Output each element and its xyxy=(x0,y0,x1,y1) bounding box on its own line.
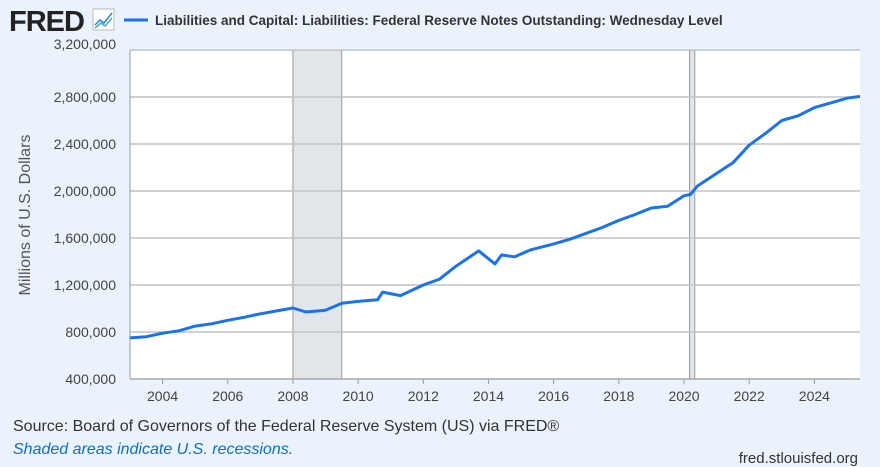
y-tick-label: 3,200,000 xyxy=(54,36,116,52)
x-tick-label: 2018 xyxy=(603,388,634,404)
y-tick-label: 1,200,000 xyxy=(54,277,116,293)
logo-text: FRED xyxy=(9,6,85,38)
x-tick-label: 2024 xyxy=(799,388,830,404)
recession-note: Shaded areas indicate U.S. recessions. xyxy=(13,441,294,458)
y-tick-label: 800,000 xyxy=(65,324,116,340)
logo-chart-icon xyxy=(92,8,115,31)
y-tick-label: 2,800,000 xyxy=(54,89,116,105)
x-tick-label: 2006 xyxy=(212,388,243,404)
x-tick-label: 2020 xyxy=(668,388,699,404)
recession-band xyxy=(292,50,342,379)
y-tick-label: 400,000 xyxy=(65,371,116,387)
series-line xyxy=(129,94,861,340)
x-tick-label: 2010 xyxy=(343,388,374,404)
site-link[interactable]: fred.stlouisfed.org xyxy=(738,450,858,467)
recession-band xyxy=(689,50,695,379)
x-tick-label: 2014 xyxy=(473,388,504,404)
y-tick-label: 2,000,000 xyxy=(54,183,116,199)
x-tick-label: 2008 xyxy=(277,388,308,404)
y-tick-label: 2,400,000 xyxy=(54,136,116,152)
y-tick-label: 1,600,000 xyxy=(54,230,116,246)
x-tick-label: 2012 xyxy=(408,388,439,404)
x-tick-label: 2022 xyxy=(734,388,765,404)
legend-label: Liabilities and Capital: Liabilities: Fe… xyxy=(155,13,723,28)
y-axis-label: Millions of U.S. Dollars xyxy=(17,135,34,296)
x-tick-label: 2016 xyxy=(538,388,569,404)
plot-area xyxy=(130,50,860,379)
source-note: Source: Board of Governors of the Federa… xyxy=(13,418,560,435)
x-tick-label: 2004 xyxy=(147,388,178,404)
fred-logo: FRED xyxy=(9,6,85,39)
